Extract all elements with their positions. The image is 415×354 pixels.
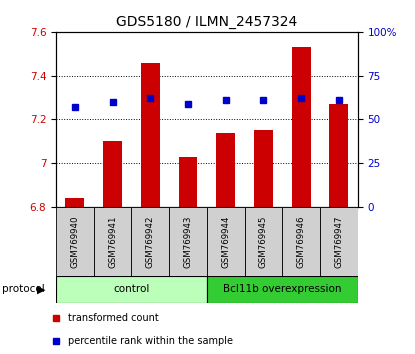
FancyBboxPatch shape — [320, 207, 358, 276]
Text: GSM769941: GSM769941 — [108, 215, 117, 268]
FancyBboxPatch shape — [56, 276, 207, 303]
Text: Bcl11b overexpression: Bcl11b overexpression — [223, 284, 342, 295]
Text: ▶: ▶ — [37, 284, 45, 295]
FancyBboxPatch shape — [169, 207, 207, 276]
FancyBboxPatch shape — [132, 207, 169, 276]
Bar — [66, 198, 84, 207]
Text: percentile rank within the sample: percentile rank within the sample — [68, 336, 233, 346]
Text: GSM769945: GSM769945 — [259, 215, 268, 268]
FancyBboxPatch shape — [94, 207, 132, 276]
FancyBboxPatch shape — [244, 207, 282, 276]
FancyBboxPatch shape — [207, 207, 244, 276]
Text: GSM769943: GSM769943 — [183, 215, 193, 268]
FancyBboxPatch shape — [56, 207, 94, 276]
Text: GSM769942: GSM769942 — [146, 215, 155, 268]
Text: protocol: protocol — [2, 284, 45, 295]
Text: control: control — [113, 284, 150, 295]
FancyBboxPatch shape — [207, 276, 358, 303]
Title: GDS5180 / ILMN_2457324: GDS5180 / ILMN_2457324 — [116, 16, 298, 29]
Bar — [254, 130, 273, 207]
Bar — [103, 141, 122, 207]
Bar — [178, 157, 198, 207]
Bar — [330, 104, 348, 207]
Bar — [141, 63, 160, 207]
Text: GSM769940: GSM769940 — [71, 215, 79, 268]
Text: transformed count: transformed count — [68, 313, 159, 323]
Bar — [292, 47, 310, 207]
FancyBboxPatch shape — [282, 207, 320, 276]
Bar — [216, 133, 235, 207]
Text: GSM769947: GSM769947 — [334, 215, 343, 268]
Text: GSM769944: GSM769944 — [221, 215, 230, 268]
Text: GSM769946: GSM769946 — [297, 215, 306, 268]
